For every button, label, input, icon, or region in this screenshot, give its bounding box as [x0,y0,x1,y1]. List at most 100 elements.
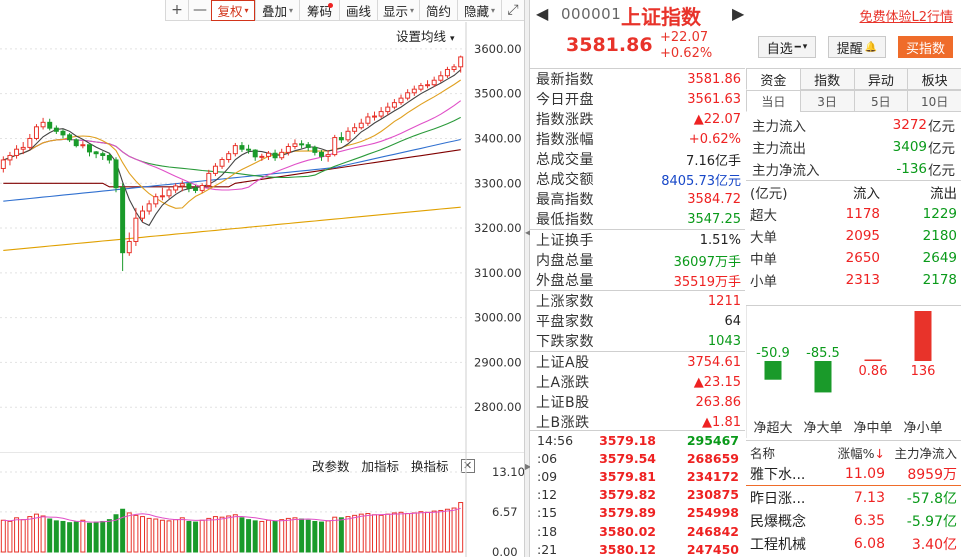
bell-icon: 🔔 [864,41,878,53]
expand-right-icon[interactable]: ▶ [525,462,532,471]
candle [372,111,378,121]
net-flow-bars: -50.9 净超大 -85.5 净大单 0.86 净中单 136 净小单 [746,305,961,438]
toolbar-item-6[interactable]: 显示 ▾ [377,0,419,21]
ma10-line [3,79,462,209]
sector-row[interactable]: 民爆概念 6.35 -5.97亿 [746,509,961,532]
stat-row: 外盘总量 35519万手 [530,270,745,290]
volume-bar [358,513,364,553]
tick-price: 3579.81 [599,468,656,484]
notify-dot [328,3,333,8]
tab-1[interactable]: 指数 [799,69,854,90]
volume-bar [33,513,39,553]
sector-row[interactable]: 昨日涨... 7.13 -57.8亿 [746,486,961,509]
net-flow-label: 净超大 [753,421,792,436]
add-indicator-button[interactable]: 加指标 [361,459,400,474]
candle [186,182,192,193]
tab-0[interactable]: 资金 [746,69,800,90]
volume-bar [391,512,397,553]
stat-label: 上涨家数 [536,294,594,310]
sector-name: 民爆概念 [750,513,806,530]
buy-index-button[interactable]: 买指数 [898,36,953,58]
volume-bar [405,513,411,553]
next-stock-icon[interactable]: ▶ [732,4,745,23]
candle [332,134,338,157]
col-name[interactable]: 名称 [750,445,776,461]
period-tab-2[interactable]: 5日 [853,91,908,112]
toolbar-item-2[interactable]: 复权 ▾ [211,0,255,21]
candle [219,157,225,169]
toolbar-label: 隐藏 [463,3,489,19]
l2-trial-link[interactable]: 免费体验L2行情 [859,10,953,25]
stat-value: +0.62% [688,131,741,147]
stat-value: 1211 [707,293,741,309]
stat-value: 8405.73亿元 [661,173,741,189]
period-tab-3[interactable]: 10日 [907,91,961,112]
toolbar-item-0[interactable]: + [165,0,188,21]
volume-bar [93,521,99,553]
volume-bar [385,513,391,553]
alert-button[interactable]: 提醒 🔔 [828,36,886,58]
candle [100,151,106,160]
candle [358,118,364,130]
volume-bar [80,519,86,553]
stat-row: 下跌家数 1043 [530,331,745,351]
toolbar-item-7[interactable]: 简约 [419,0,457,21]
volume-chart[interactable]: 13.10 6.57 0.00 [0,452,524,557]
candle [352,123,358,134]
pane-splitter[interactable]: ◀ ▶ [524,0,532,557]
watchlist-button[interactable]: 自选 ━ ▾ [758,36,816,58]
ma20-line [3,100,462,191]
candle [67,133,73,143]
volume-bar [14,517,20,553]
sector-row[interactable]: 雅下水... 11.09 8959万 [746,463,961,486]
candle [173,183,179,194]
order-row: 超大 1178 1229 [746,203,961,225]
net-flow-bar [914,311,932,361]
y-tick-label: 3100.00 [474,266,522,280]
col-change[interactable]: 涨幅%↓ [825,443,885,462]
col-net-inflow[interactable]: 主力净流入 [894,445,957,461]
chevron-down-icon: ▾ [491,5,496,15]
tab-3[interactable]: 板块 [907,69,961,90]
volume-bar [425,511,431,553]
toolbar-item-1[interactable]: — [188,0,211,21]
tab-2[interactable]: 异动 [853,69,908,90]
sector-name: 昨日涨... [750,490,806,507]
close-icon[interactable]: ✕ [460,458,475,473]
toolbar-label: — [193,2,207,18]
candle [106,153,112,164]
stat-value: 64 [724,313,741,329]
tick-list[interactable]: 14:56 3579.18 295467:06 3579.54 268659:09 357… [530,430,745,557]
toolbar-item-9[interactable]: ⤢ [501,0,524,21]
toolbar-item-8[interactable]: 隐藏 ▾ [457,0,501,21]
candle [325,150,331,162]
order-in: 2095 [845,228,880,244]
prev-stock-icon[interactable]: ◀ [536,4,549,23]
sector-row[interactable]: 工程机械 6.08 3.40亿 [746,532,961,555]
sector-inflow: 3.40亿 [911,536,957,553]
quote-panel: ◀ 000001 上证指数 ▶ 免费体验L2行情 3581.86 +22.07 … [530,0,961,557]
toolbar-item-5[interactable]: 画线 [339,0,377,21]
toolbar-label: 叠加 [261,3,287,19]
main-force-rows: 主力流入 3272 亿元 主力流出 3409 亿元 主力净流入 -136 亿元 [746,112,961,180]
kline-chart[interactable]: 3600.00 3500.00 3400.00 3300.00 3200.00 3100.… [0,22,524,452]
toolbar-item-3[interactable]: 叠加 ▾ [255,0,299,21]
chevron-down-icon: ▾ [802,42,808,52]
switch-indicator-button[interactable]: 换指标 [411,459,449,474]
fund-flow-panel: 资金 指数 异动 板块 当日 3日 5日 10日 主力流入 3272 亿元 主力流出 3409 亿元主… [746,68,961,291]
candle [60,129,66,139]
sort-desc-icon: ↓ [874,445,885,461]
toolbar-item-4[interactable]: 筹码 [299,0,339,21]
candle [431,76,437,87]
volume-bar [186,520,192,553]
volume-bar [325,520,331,553]
edit-params-button[interactable]: 改参数 [312,459,350,474]
stat-value: 1043 [707,333,741,349]
period-tab-0[interactable]: 当日 [746,91,800,112]
ma-settings-button[interactable]: 设置均线 ▾ [396,26,455,45]
collapse-left-icon[interactable]: ◀ [525,228,532,237]
order-row: 大单 2095 2180 [746,225,961,247]
volume-bar [318,521,324,553]
period-tab-1[interactable]: 3日 [799,91,854,112]
stat-value: 263.86 [695,394,742,410]
